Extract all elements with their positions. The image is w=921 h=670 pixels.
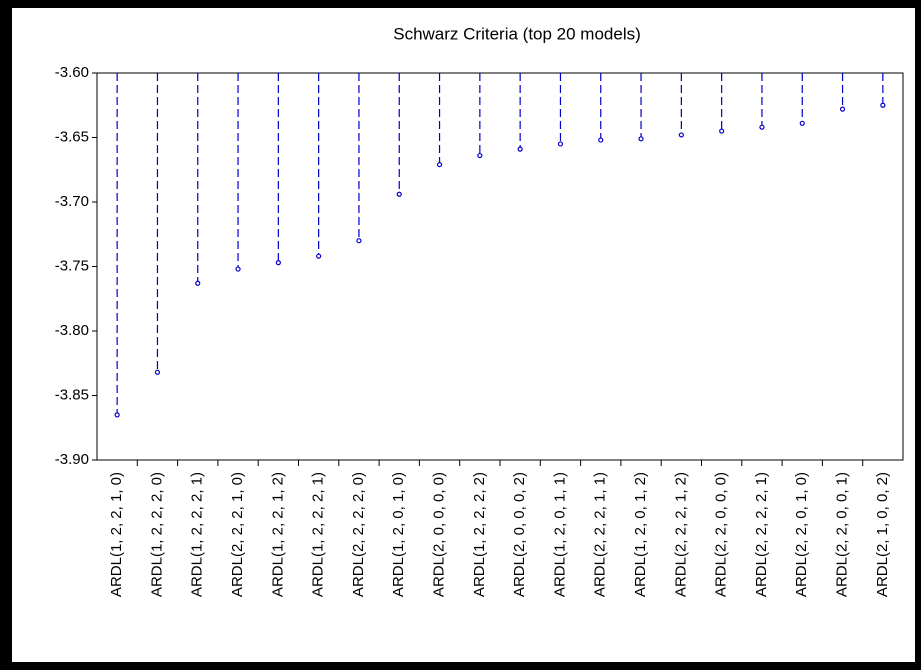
- marker: [678, 132, 684, 138]
- x-tick-label: ARDL(2, 0, 0, 0, 2): [511, 472, 528, 597]
- marker: [557, 141, 564, 147]
- marker: [114, 412, 120, 418]
- marker: [235, 266, 241, 272]
- y-tick-label: -3.75: [55, 257, 89, 274]
- x-tick-label: ARDL(1, 2, 2, 2, 1): [310, 472, 327, 597]
- marker: [719, 128, 725, 134]
- x-tick-label: ARDL(2, 2, 0, 0, 0): [713, 472, 730, 597]
- marker: [759, 124, 765, 130]
- marker: [517, 146, 523, 152]
- x-tick-label: ARDL(2, 2, 2, 1, 1): [592, 472, 609, 597]
- x-tick-label: ARDL(2, 2, 2, 2, 1): [753, 472, 770, 597]
- y-tick-label: -3.60: [55, 64, 89, 81]
- x-tick-label: ARDL(1, 2, 0, 1, 1): [551, 472, 568, 597]
- y-tick-label: -3.65: [55, 128, 89, 145]
- y-tick-label: -3.80: [55, 322, 89, 339]
- x-tick-label: ARDL(1, 2, 2, 2, 2): [471, 472, 488, 597]
- marker: [275, 260, 281, 266]
- marker: [154, 369, 161, 375]
- marker: [880, 102, 886, 108]
- marker: [436, 161, 443, 168]
- x-tick-label: ARDL(1, 2, 0, 1, 2): [632, 472, 649, 597]
- marker: [195, 280, 201, 286]
- y-tick-label: -3.85: [55, 386, 89, 403]
- x-tick-label: ARDL(2, 2, 0, 1, 0): [793, 472, 810, 597]
- marker: [396, 191, 402, 197]
- marker: [356, 238, 362, 244]
- x-tick-label: ARDL(1, 2, 2, 2, 0): [148, 472, 165, 597]
- x-tick-label: ARDL(2, 1, 0, 0, 2): [874, 472, 891, 597]
- plot-frame: [96, 72, 904, 461]
- y-tick-label: -3.70: [55, 193, 89, 210]
- chart: Schwarz Criteria (top 20 models) -3.90 -3…: [55, 24, 904, 597]
- x-tick-label: ARDL(1, 2, 2, 1, 0): [108, 472, 125, 597]
- x-tick-label: ARDL(2, 2, 2, 2, 0): [350, 472, 367, 597]
- x-tick-label: ARDL(2, 2, 2, 1, 2): [672, 472, 689, 597]
- marker: [477, 152, 483, 159]
- marker: [839, 106, 846, 112]
- x-tick-label: ARDL(2, 0, 0, 0, 0): [431, 472, 448, 597]
- x-tick-label: ARDL(1, 2, 2, 1, 2): [269, 472, 286, 597]
- marker: [638, 136, 644, 142]
- x-tick-label: ARDL(2, 2, 0, 0, 1): [834, 472, 851, 597]
- chart-title: Schwarz Criteria (top 20 models): [393, 24, 641, 43]
- marker: [316, 253, 322, 259]
- x-tick-label: ARDL(1, 2, 0, 1, 0): [390, 472, 407, 597]
- x-tick-label: ARDL(1, 2, 2, 2, 1): [189, 472, 206, 597]
- marker: [799, 120, 805, 126]
- x-tick-label: ARDL(2, 2, 2, 1, 0): [229, 472, 246, 597]
- marker: [598, 137, 604, 143]
- y-tick-label: -3.90: [55, 451, 89, 468]
